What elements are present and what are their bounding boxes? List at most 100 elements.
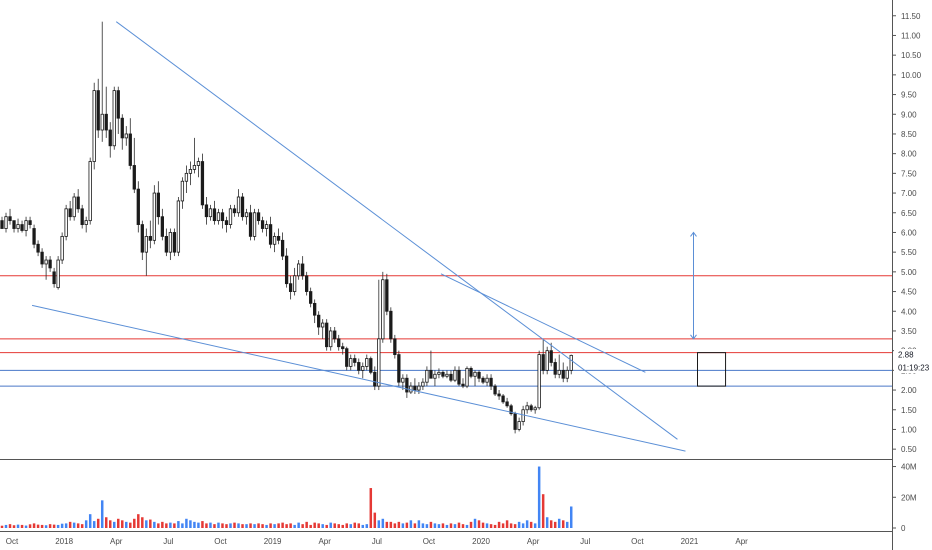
candle-body	[28, 220, 32, 225]
candle	[188, 161, 193, 186]
volume-bar	[365, 524, 369, 528]
candle-body	[405, 377, 409, 393]
volume-bar	[481, 522, 485, 528]
candle	[537, 350, 541, 410]
candle	[128, 118, 132, 170]
candle-body	[84, 220, 88, 225]
candle-body	[393, 338, 397, 355]
volume-bar	[141, 517, 144, 528]
candle-body	[64, 208, 68, 237]
price-tick-label: 5.50	[901, 248, 917, 257]
candle-body	[561, 369, 565, 379]
candle-body	[425, 369, 429, 383]
price-tick-label: 8.00	[901, 150, 917, 159]
candle	[521, 405, 525, 426]
candle	[204, 196, 209, 225]
candle-body	[184, 172, 189, 182]
candle-body	[337, 338, 341, 348]
candle	[321, 319, 325, 339]
candle	[152, 185, 156, 245]
candle	[124, 126, 128, 146]
candle-body	[216, 212, 221, 222]
candle	[28, 216, 32, 229]
candle-body	[80, 208, 84, 225]
volume-bar	[329, 522, 332, 528]
candle-body	[465, 367, 469, 387]
candle-body	[385, 279, 389, 312]
volume-bar	[553, 521, 557, 528]
trendline	[31, 304, 686, 452]
time-tick-label: Jul	[580, 537, 590, 546]
candle	[437, 368, 441, 379]
candle	[449, 370, 453, 383]
volume-bar	[4, 524, 8, 528]
candle	[465, 366, 469, 389]
volume-bar	[437, 524, 441, 528]
candle-body	[220, 212, 225, 222]
volume-bar	[417, 520, 421, 528]
candle	[365, 354, 369, 371]
volume-bar	[561, 520, 565, 528]
price-tick-label: 7.50	[901, 169, 917, 178]
price-tick-label: 2.00	[901, 386, 917, 395]
candle	[112, 86, 116, 150]
candle	[8, 208, 12, 225]
price-axis: 11.50 11.00 10.50 10.00 9.50 9.00 8.50 8.00 7.50…	[892, 12, 922, 454]
candle-body	[341, 346, 345, 350]
candle	[244, 208, 249, 225]
price-tick-label: 11.50	[901, 12, 921, 21]
volume-bar	[453, 524, 457, 528]
volume-tick-label: 20M	[901, 493, 917, 502]
candle	[176, 196, 181, 257]
candle-body	[553, 362, 557, 375]
candle	[317, 311, 321, 335]
candle	[280, 232, 285, 261]
volume-bar	[349, 524, 352, 528]
candle-body	[204, 204, 209, 218]
candle-body	[529, 405, 533, 411]
volume-bar	[217, 522, 220, 528]
candle	[36, 240, 40, 257]
candle	[192, 137, 197, 174]
volume-bar	[393, 523, 397, 528]
volume-bar	[557, 518, 561, 528]
volume-bar	[245, 524, 248, 528]
candle-body	[252, 212, 257, 237]
volume-bar	[533, 523, 537, 528]
candle-body	[268, 224, 273, 245]
candle	[493, 384, 497, 396]
volume-bar	[513, 524, 517, 528]
time-tick-label: Apr	[110, 537, 123, 546]
volume-bar	[161, 521, 164, 528]
candle	[220, 208, 225, 229]
candle-body	[401, 377, 405, 383]
volume-bar	[28, 524, 32, 528]
candle-body	[240, 196, 245, 218]
volume-bar	[325, 524, 328, 528]
candle-body	[56, 259, 60, 289]
candle	[264, 220, 269, 237]
price-tick-label: 7.00	[901, 189, 917, 198]
candle	[453, 366, 457, 383]
candle-body	[449, 373, 453, 381]
candle	[44, 256, 48, 280]
volume-bar	[149, 519, 152, 528]
candle	[92, 82, 96, 170]
volume-bar	[241, 524, 244, 528]
time-tick-label: 2019	[264, 537, 282, 546]
time-tick-label: Apr	[527, 537, 540, 546]
volume-bar	[413, 523, 417, 528]
candle	[268, 216, 273, 249]
candle-body	[68, 208, 72, 218]
candle-body	[541, 354, 545, 371]
candle-body	[369, 358, 373, 373]
volume-bar	[497, 521, 501, 528]
countdown-label-bg	[894, 362, 932, 373]
price-tick-label: 6.50	[901, 209, 917, 218]
candle	[345, 346, 349, 371]
time-tick-label: Oct	[423, 537, 436, 546]
candle-body	[509, 405, 513, 415]
volume-bar	[104, 517, 108, 528]
candle-body	[144, 235, 148, 253]
